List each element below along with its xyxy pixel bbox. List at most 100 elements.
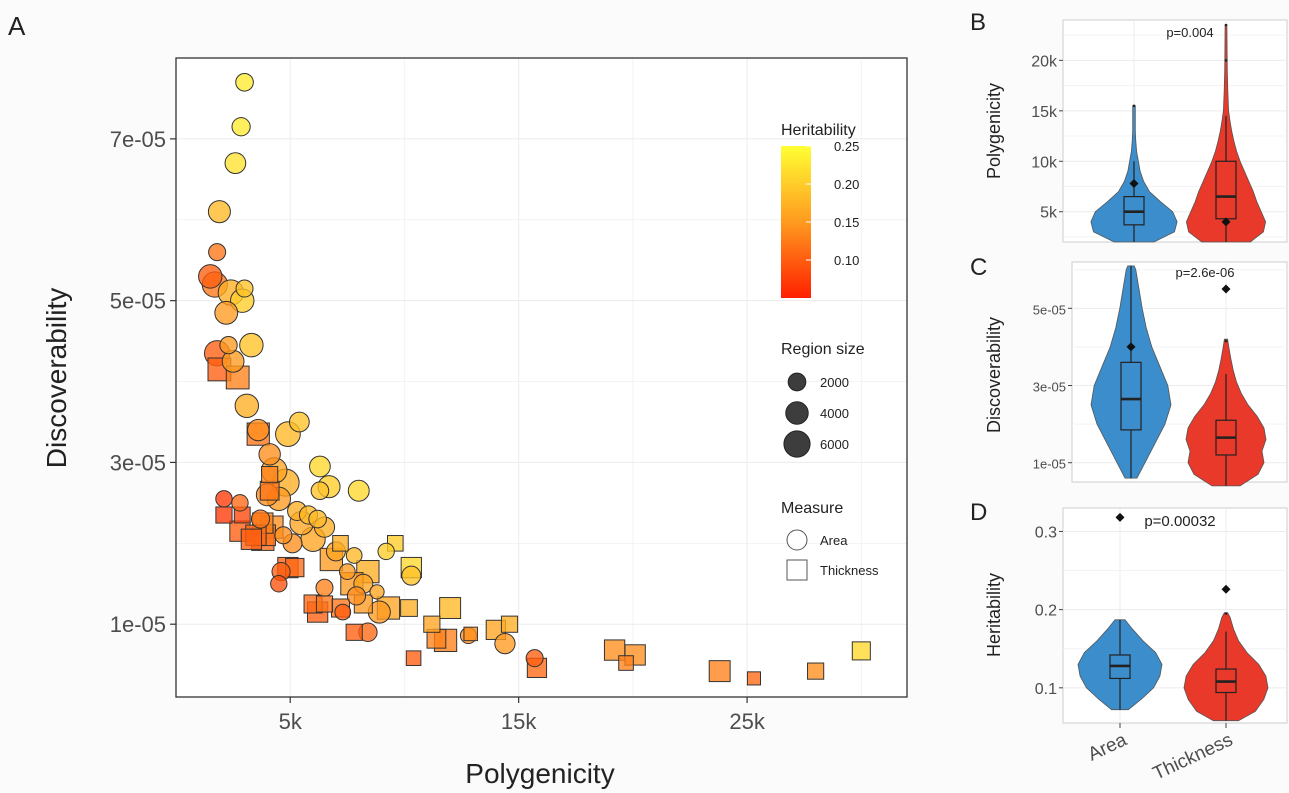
panel-a-x-axis-title: Polygenicity: [465, 758, 614, 789]
heritability-legend: Heritability: [781, 122, 856, 298]
scatter-point-area: [525, 649, 544, 668]
panel-b-y-tick-label: 5k: [1040, 205, 1058, 222]
panel-d-x-ticks: Area Thickness: [1085, 723, 1236, 785]
region-size-legend-label: 4000: [820, 406, 849, 421]
scatter-point-area: [494, 632, 516, 655]
scatter-point-area: [207, 200, 231, 224]
heritability-legend-ticks: 0.25 0.20 0.15 0.10: [806, 139, 859, 268]
scatter-point-thickness: [315, 595, 334, 613]
panel-b-y-tick-label: 20k: [1031, 53, 1058, 70]
scatter-point-thickness: [405, 650, 422, 666]
panel-c-y-tick-label: 5e-05: [1033, 302, 1066, 317]
panel-d-p-value: p=0.00032: [1144, 513, 1215, 530]
scatter-point-thickness: [500, 615, 519, 633]
panel-a-x-tick-label: 5k: [279, 709, 303, 734]
panel-b-outlier: [1224, 23, 1228, 27]
panel-a-y-tick-label: 7e-05: [110, 127, 166, 152]
panel-c-box-area: [1120, 361, 1142, 431]
panel-b-mean-diamond: [1129, 178, 1139, 188]
panel-a-frame: [175, 57, 908, 698]
region-size-legend-marker: [787, 372, 807, 392]
scatter-point-thickness: [708, 660, 731, 683]
panel-a-scatter: Heritability 0.25 0.20 0.15 0.10 Region siz…: [41, 57, 908, 789]
region-size-legend-title: Region size: [781, 341, 865, 358]
scatter-point-area: [231, 494, 249, 512]
scatter-point-area: [345, 547, 363, 564]
panel-d-x-tick-label: Thickness: [1150, 729, 1236, 784]
scatter-point-thickness: [345, 623, 363, 641]
scatter-point-thickness: [423, 615, 441, 633]
panel-a-y-axis-title: Discoverability: [41, 288, 72, 469]
scatter-point-area: [239, 332, 264, 358]
measure-thickness-square: [786, 559, 808, 581]
panel-a-points: [198, 72, 871, 686]
panel-c-y-tick-label: 3e-05: [1033, 380, 1066, 395]
measure-area-label: Area: [820, 533, 848, 548]
region-size-legend-label: 2000: [820, 375, 849, 390]
panel-a-y-tick-label: 1e-05: [110, 612, 166, 637]
panel-a-x-tick-label: 15k: [501, 709, 537, 734]
panel-c-content: 1e-05 3e-05 5e-05: [1033, 262, 1287, 487]
scatter-point-thickness: [261, 465, 279, 484]
scatter-point-area: [258, 443, 281, 466]
measure-legend: Measure Area Thickness: [781, 500, 879, 581]
measure-legend-title: Measure: [781, 500, 843, 517]
panel-b-mean-diamond: [1221, 217, 1231, 227]
panel-c-outlier: [1224, 339, 1228, 343]
scatter-point-area: [369, 584, 385, 600]
scatter-point-thickness: [215, 506, 233, 524]
scatter-point-area: [308, 509, 327, 529]
scatter-point-area: [288, 411, 310, 433]
scatter-point-area: [215, 490, 233, 508]
scatter-point-area: [235, 72, 254, 92]
panel-b-y-tick-label: 10k: [1031, 154, 1058, 171]
scatter-point-area: [346, 586, 367, 606]
panel-b-violin: 5k 10k 15k 20k p=0.004 Polygenicity: [984, 19, 1288, 243]
panel-a-y-tick-label: 5e-05: [110, 289, 166, 314]
panel-d-outlier: [1224, 612, 1228, 615]
region-size-legend-items: 2000 4000 6000: [783, 372, 849, 458]
panel-d-y-tick-label: 0.3: [1035, 524, 1057, 541]
scatter-point-thickness: [400, 599, 418, 617]
scatter-point-area: [315, 578, 334, 597]
panel-b-y-tick-label: 15k: [1031, 104, 1058, 121]
scatter-point-thickness: [746, 671, 762, 686]
scatter-point-area: [338, 563, 356, 580]
panel-d-y-tick-label: 0.2: [1035, 603, 1057, 620]
panel-d-mean-diamond: [1115, 512, 1125, 522]
panel-label-d: D: [970, 499, 987, 526]
panel-b-p-value: p=0.004: [1166, 25, 1213, 40]
measure-thickness-label: Thickness: [820, 563, 879, 578]
scatter-point-area: [224, 152, 247, 175]
panel-c-y-axis-title: Discoverability: [984, 317, 1004, 433]
scatter-point-thickness: [259, 480, 280, 501]
panel-d-content: 0.1 0.2 0.3: [1035, 508, 1287, 723]
panel-label-c: C: [970, 254, 987, 281]
heritability-tick-label: 0.15: [834, 215, 859, 230]
panel-c-mean-diamond: [1221, 284, 1231, 294]
scatter-point-thickness: [332, 535, 349, 552]
scatter-point-thickness: [439, 597, 462, 619]
scatter-point-thickness: [807, 662, 825, 680]
panel-d-mean-diamond: [1221, 584, 1231, 594]
panel-c-violin-area: [1090, 265, 1172, 479]
panel-b-content: 5k 10k 15k 20k: [1031, 20, 1287, 243]
panel-c-violin: 1e-05 3e-05 5e-05 p=2.6e-06 Discoverabilit…: [984, 261, 1288, 487]
scatter-point-area: [334, 603, 352, 621]
measure-area-circle: [786, 529, 808, 551]
heritability-tick-label: 0.10: [834, 253, 859, 268]
scatter-point-area: [401, 565, 422, 586]
panel-b-outlier: [1224, 59, 1228, 62]
scatter-point-area: [270, 575, 288, 593]
scatter-point-area: [219, 335, 238, 355]
scatter-point-area: [377, 542, 395, 561]
scatter-point-thickness: [463, 626, 478, 642]
panel-c-p-value: p=2.6e-06: [1176, 265, 1235, 280]
scatter-point-area: [310, 481, 330, 501]
scatter-point-area: [208, 243, 227, 262]
scatter-point-area: [231, 117, 251, 137]
region-size-legend-label: 6000: [820, 437, 849, 452]
heritability-legend-title: Heritability: [781, 122, 856, 139]
